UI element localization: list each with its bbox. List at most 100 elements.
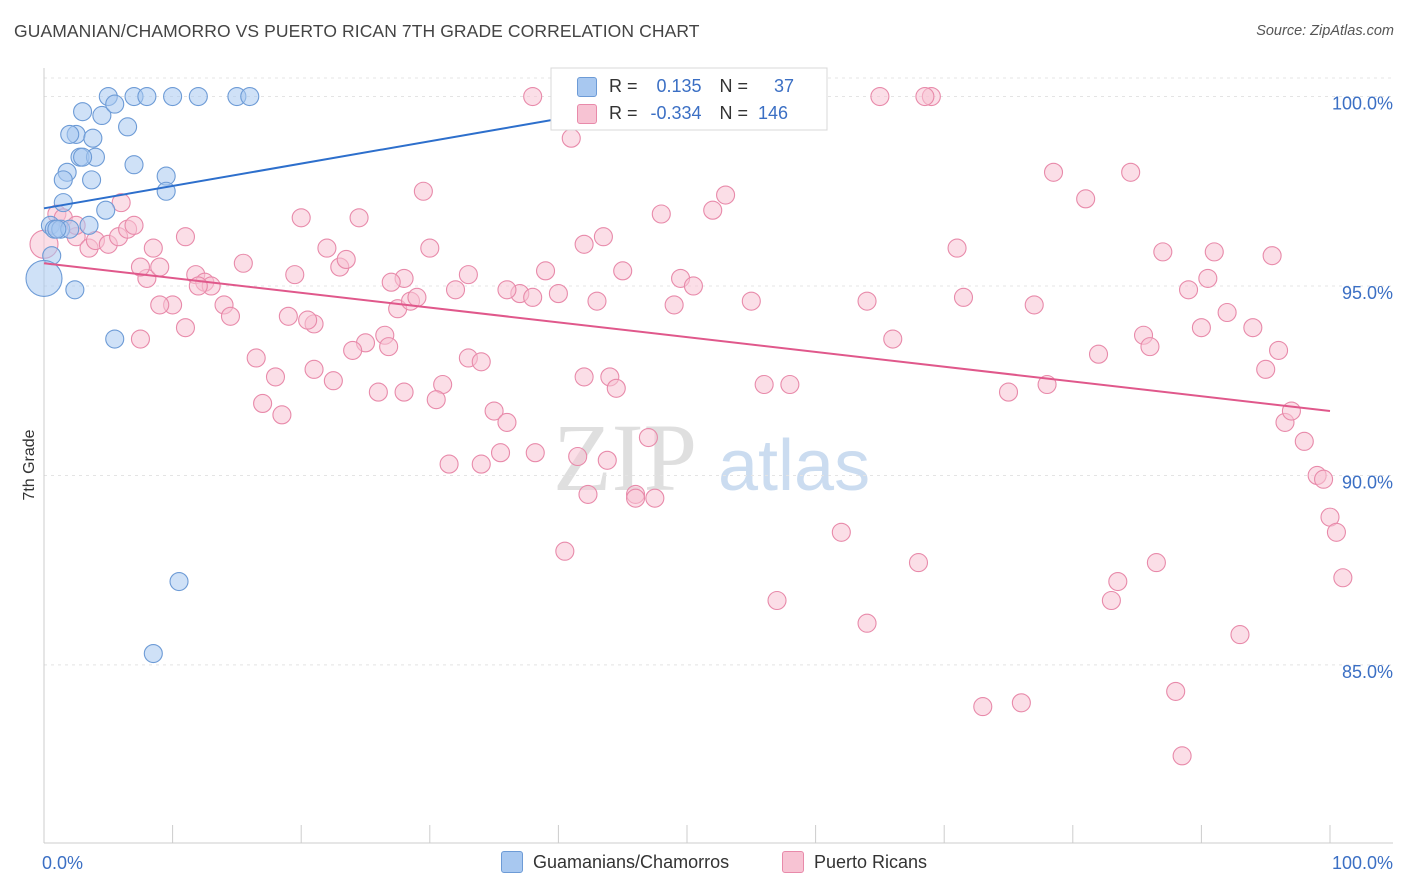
point-puerto-rican [175, 318, 196, 338]
point-puerto-rican [1101, 590, 1121, 611]
point-puerto-rican [407, 287, 427, 307]
point-puerto-rican [1230, 625, 1250, 645]
point-puerto-rican [298, 310, 318, 330]
point-puerto-rican [379, 337, 399, 357]
point-puerto-rican [413, 181, 433, 201]
legend-row-series1: R = 0.135 N = 37 [577, 76, 794, 97]
point-puerto-rican [1178, 280, 1199, 300]
point-puerto-rican [426, 390, 446, 410]
legend-r-value: 0.135 [656, 76, 702, 96]
point-guamanian [53, 170, 73, 190]
point-guamanian [240, 86, 260, 107]
point-guamanian [105, 94, 125, 114]
bottom-legend-label-series1: Guamanians/Chamorros [533, 851, 730, 872]
point-puerto-rican [1198, 268, 1218, 288]
legend-swatch-blue [577, 76, 597, 97]
point-puerto-rican [613, 261, 633, 281]
point-puerto-rican [1294, 431, 1314, 451]
point-puerto-rican [150, 257, 170, 277]
point-puerto-rican [265, 367, 286, 387]
point-puerto-rican [1191, 318, 1211, 338]
y-tick-labels: 100.0% 95.0% 90.0% 85.0% [1332, 94, 1393, 682]
point-puerto-rican [1269, 340, 1289, 360]
point-puerto-rican [323, 371, 343, 391]
point-puerto-rican [555, 541, 575, 561]
point-puerto-rican [574, 234, 594, 254]
point-guamanian [79, 215, 99, 235]
point-puerto-rican [420, 238, 440, 258]
point-puerto-rican [593, 227, 613, 247]
point-puerto-rican [291, 208, 311, 228]
legend-r-value: -0.334 [650, 103, 702, 123]
x-tick-label-right: 100.0% [1332, 853, 1393, 873]
point-puerto-rican [741, 291, 761, 311]
point-puerto-rican [651, 204, 671, 224]
bottom-legend-swatch-blue [501, 851, 523, 873]
point-puerto-rican [638, 428, 658, 448]
point-puerto-rican [587, 291, 607, 311]
chart-title: GUAMANIAN/CHAMORRO VS PUERTO RICAN 7TH G… [14, 21, 700, 41]
point-puerto-rican [439, 454, 459, 474]
point-puerto-rican [578, 484, 598, 504]
point-puerto-rican [1121, 162, 1141, 182]
point-puerto-rican [111, 193, 131, 213]
point-puerto-rican [317, 238, 337, 258]
point-puerto-rican [130, 329, 150, 349]
point-puerto-rican [1108, 571, 1128, 592]
point-puerto-rican [484, 401, 504, 421]
point-puerto-rican [445, 280, 466, 300]
bottom-legend-series2: Puerto Ricans [782, 851, 927, 873]
bottom-legend-swatch-pink [782, 851, 804, 873]
trend-line-series-2 [43, 262, 1331, 413]
point-puerto-rican [343, 340, 363, 360]
legend-box [550, 67, 828, 131]
point-puerto-rican [1314, 469, 1334, 489]
legend-swatch-pink [577, 103, 597, 124]
trend-lines [43, 95, 1331, 413]
point-puerto-rican [606, 378, 626, 398]
watermark-atlas: atlas [718, 426, 870, 506]
point-puerto-rican [150, 295, 170, 315]
point-puerto-rican [525, 443, 545, 463]
source-label: Source: ZipAtlas.com [1256, 23, 1394, 39]
point-guamanian [163, 86, 183, 107]
point-puerto-rican [998, 382, 1019, 402]
legend-row-series2: R = -0.334 N = 146 [577, 103, 794, 124]
point-puerto-rican [285, 265, 305, 285]
point-guamanian [47, 219, 67, 239]
point-puerto-rican [130, 257, 150, 277]
point-puerto-rican [831, 522, 851, 542]
point-puerto-rican [233, 253, 253, 273]
point-puerto-rican [857, 291, 877, 311]
point-guamanian [83, 128, 103, 148]
point-puerto-rican [716, 185, 736, 205]
series-guamanians [25, 86, 260, 664]
point-puerto-rican [561, 128, 581, 148]
point-guamanian [82, 170, 102, 190]
point-puerto-rican [548, 284, 568, 304]
point-puerto-rican [458, 265, 478, 285]
point-puerto-rican [1153, 242, 1173, 262]
point-puerto-rican [1172, 746, 1192, 766]
legend-r-label: R = [609, 103, 638, 123]
point-puerto-rican [703, 200, 723, 220]
point-puerto-rican [381, 272, 401, 292]
point-puerto-rican [597, 450, 617, 470]
point-puerto-rican [1024, 295, 1044, 315]
point-puerto-rican [1146, 553, 1166, 573]
point-puerto-rican [683, 276, 703, 296]
point-puerto-rican [1217, 302, 1237, 323]
point-puerto-rican [523, 86, 543, 107]
point-puerto-rican [645, 488, 665, 508]
point-puerto-rican [471, 352, 491, 372]
point-guamanian [124, 155, 144, 175]
point-guamanian [73, 147, 93, 167]
y-axis-label: 7th Grade [21, 429, 38, 500]
point-puerto-rican [349, 208, 369, 228]
point-guamanian [96, 200, 116, 220]
point-puerto-rican [304, 359, 324, 379]
point-puerto-rican [124, 215, 144, 235]
point-guamanian [105, 329, 125, 349]
point-puerto-rican [664, 295, 684, 315]
